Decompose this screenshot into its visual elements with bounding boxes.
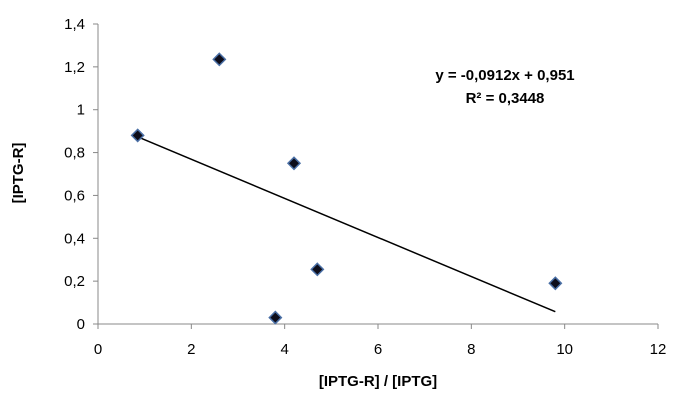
trendline-equation: y = -0,0912x + 0,951: [435, 67, 574, 84]
x-tick-label: 10: [556, 341, 573, 358]
axes: [93, 23, 659, 329]
y-tick-label: 0,4: [64, 230, 85, 247]
y-tick-label: 0,8: [64, 145, 85, 162]
data-point: [212, 52, 227, 67]
x-tick-label: 6: [374, 341, 382, 358]
x-tick-labels: 0 2 4 6 8 10 12: [94, 341, 667, 358]
x-tick-label: 2: [187, 341, 195, 358]
data-point: [268, 310, 283, 325]
x-tick-label: 4: [280, 341, 288, 358]
y-tick-label: 1: [77, 102, 85, 119]
x-tick-label: 12: [650, 341, 667, 358]
data-point: [130, 128, 145, 143]
y-tick-label: 0: [77, 316, 85, 333]
y-tick-label: 0,6: [64, 187, 85, 204]
data-point: [548, 276, 563, 291]
trendline: [137, 136, 556, 313]
y-tick-label: 1,2: [64, 59, 85, 76]
y-axis-title: [IPTG-R]: [10, 143, 27, 204]
data-point: [286, 156, 302, 171]
x-tick-label: 0: [94, 341, 102, 358]
y-tick-label: 0,2: [64, 273, 85, 290]
x-tick-label: 8: [467, 341, 475, 358]
y-tick-labels: 0 0,2 0,4 0,6 0,8 1 1,2 1,4: [64, 16, 85, 333]
data-points: [130, 52, 563, 325]
r-squared-label: R² = 0,3448: [466, 90, 545, 107]
data-point: [310, 262, 325, 277]
x-axis-title: [IPTG-R] / [IPTG]: [319, 373, 437, 390]
y-tick-label: 1,4: [64, 16, 85, 33]
